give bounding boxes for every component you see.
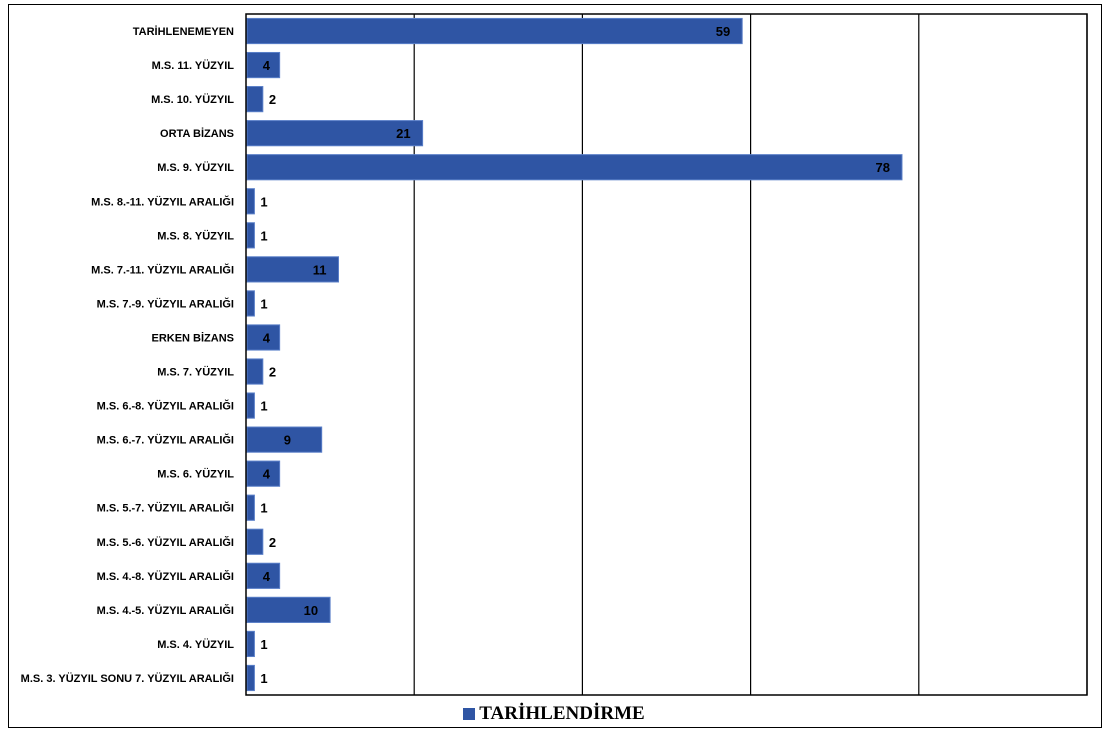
bar-7 bbox=[246, 256, 340, 283]
category-label-12: M.S. 6.-7. YÜZYIL ARALIĞI bbox=[97, 434, 234, 447]
bar-16 bbox=[246, 562, 281, 589]
category-label-8: M.S. 7.-9. YÜZYIL ARALIĞI bbox=[97, 297, 234, 310]
bar-8 bbox=[246, 290, 255, 317]
category-label-11: M.S. 6.-8. YÜZYIL ARALIĞI bbox=[97, 400, 234, 413]
value-label-8: 1 bbox=[260, 296, 267, 311]
value-label-14: 1 bbox=[260, 501, 267, 516]
bar-11 bbox=[246, 392, 255, 419]
bar-5 bbox=[246, 188, 255, 215]
plot-area-border bbox=[245, 13, 1088, 696]
value-label-9: 4 bbox=[263, 330, 271, 345]
value-label-10: 2 bbox=[269, 365, 276, 380]
category-label-13: M.S. 6. YÜZYIL bbox=[157, 468, 234, 481]
value-label-12: 9 bbox=[284, 433, 291, 448]
category-label-10: M.S. 7. YÜZYIL bbox=[157, 366, 234, 379]
bar-2 bbox=[246, 86, 264, 113]
legend-swatch bbox=[463, 708, 476, 720]
value-label-18: 1 bbox=[260, 637, 267, 652]
value-label-0: 59 bbox=[716, 24, 730, 39]
gridlines bbox=[413, 14, 1088, 695]
category-label-2: M.S. 10. YÜZYIL bbox=[151, 93, 234, 106]
value-label-1: 4 bbox=[263, 58, 271, 73]
value-label-2: 2 bbox=[269, 92, 276, 107]
value-label-13: 4 bbox=[263, 467, 271, 482]
bar-6 bbox=[246, 222, 255, 249]
category-label-3: ORTA BİZANS bbox=[160, 127, 234, 140]
bar-10 bbox=[246, 358, 264, 385]
value-label-5: 1 bbox=[260, 194, 267, 209]
bar-14 bbox=[246, 494, 255, 521]
category-label-19: M.S. 3. YÜZYIL SONU 7. YÜZYIL ARALIĞI bbox=[21, 672, 234, 685]
value-label-7: 11 bbox=[313, 262, 327, 277]
bar-0 bbox=[246, 17, 743, 45]
value-label-19: 1 bbox=[260, 671, 267, 686]
bar-15 bbox=[246, 528, 264, 555]
bar-1 bbox=[246, 51, 281, 79]
category-label-5: M.S. 8.-11. YÜZYIL ARALIĞI bbox=[91, 195, 234, 208]
bar-9 bbox=[246, 324, 281, 351]
bar-12 bbox=[246, 426, 323, 453]
value-label-17: 10 bbox=[304, 603, 318, 618]
category-label-1: M.S. 11. YÜZYIL bbox=[152, 59, 235, 72]
category-labels: TARİHLENEMEYEN M.S. 11. YÜZYIL M.S. 10. YÜ… bbox=[21, 25, 235, 685]
value-label-11: 1 bbox=[260, 399, 267, 414]
bar-19 bbox=[246, 664, 255, 692]
category-label-0: TARİHLENEMEYEN bbox=[133, 25, 234, 38]
legend: TARİHLENDİRME bbox=[0, 700, 1108, 728]
value-label-3: 21 bbox=[396, 126, 410, 141]
category-label-6: M.S. 8. YÜZYIL bbox=[157, 229, 234, 242]
bars bbox=[246, 17, 903, 692]
bar-3 bbox=[246, 120, 424, 147]
category-label-14: M.S. 5.-7. YÜZYIL ARALIĞI bbox=[97, 502, 234, 515]
value-label-6: 1 bbox=[260, 228, 267, 243]
value-label-16: 4 bbox=[263, 569, 271, 584]
legend-label: TARİHLENDİRME bbox=[479, 703, 645, 724]
category-label-17: M.S. 4.-5. YÜZYIL ARALIĞI bbox=[97, 604, 234, 617]
value-label-4: 78 bbox=[876, 160, 890, 175]
category-label-18: M.S. 4. YÜZYIL bbox=[157, 638, 234, 651]
category-label-16: M.S. 4.-8. YÜZYIL ARALIĞI bbox=[97, 570, 234, 583]
bar-17 bbox=[246, 596, 331, 623]
category-label-15: M.S. 5.-6. YÜZYIL ARALIĞI bbox=[97, 536, 234, 549]
bar-13 bbox=[246, 460, 281, 487]
category-label-4: M.S. 9. YÜZYIL bbox=[157, 161, 234, 174]
category-label-7: M.S. 7.-11. YÜZYIL ARALIĞI bbox=[91, 263, 234, 276]
category-label-9: ERKEN BİZANS bbox=[151, 331, 234, 344]
bar-18 bbox=[246, 630, 255, 658]
chart-frame bbox=[8, 4, 1102, 728]
bar-4 bbox=[246, 154, 903, 181]
value-label-15: 2 bbox=[269, 535, 276, 550]
